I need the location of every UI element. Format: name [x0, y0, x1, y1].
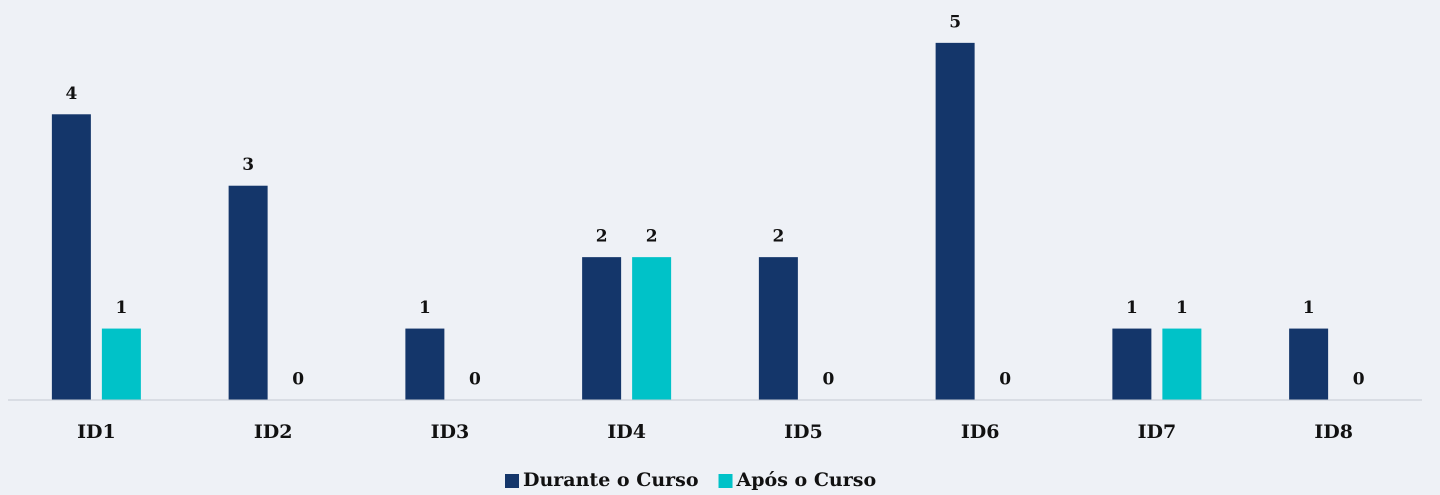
x-tick-label: ID6 — [961, 421, 1000, 443]
x-tick-label: ID7 — [1138, 421, 1177, 443]
value-label: 0 — [999, 370, 1011, 390]
value-label: 1 — [1303, 298, 1315, 318]
x-tick-label: ID1 — [77, 421, 116, 443]
value-label: 2 — [772, 227, 784, 247]
value-label: 0 — [292, 370, 304, 390]
value-label: 0 — [469, 370, 481, 390]
bar — [228, 185, 268, 400]
value-label: 2 — [596, 227, 608, 247]
value-label: 1 — [419, 298, 431, 318]
legend-swatch — [718, 474, 733, 488]
value-label: 5 — [949, 12, 961, 32]
value-label: 4 — [65, 84, 77, 104]
value-label: 3 — [242, 155, 254, 175]
bar — [1112, 328, 1152, 400]
bar — [405, 328, 445, 400]
x-tick-label: ID5 — [784, 421, 823, 443]
x-tick-label: ID3 — [431, 421, 470, 443]
bar — [51, 114, 91, 401]
bar — [632, 257, 672, 400]
bar — [1289, 328, 1329, 400]
x-tick-label: ID2 — [254, 421, 293, 443]
x-tick-label: ID8 — [1314, 421, 1353, 443]
bar — [101, 328, 141, 400]
value-label: 0 — [1353, 370, 1365, 390]
legend-swatch — [505, 474, 519, 488]
x-tick-label: ID4 — [607, 421, 646, 443]
legend-label: Durante o Curso — [523, 469, 699, 491]
value-label: 1 — [115, 298, 127, 318]
bar — [582, 257, 622, 400]
value-label: 0 — [822, 370, 834, 390]
bar — [935, 42, 975, 400]
value-label: 2 — [646, 227, 658, 247]
bar — [758, 257, 798, 400]
legend-label: Após o Curso — [736, 469, 877, 491]
bar — [1162, 328, 1202, 400]
value-label: 1 — [1126, 298, 1138, 318]
value-label: 1 — [1176, 298, 1188, 318]
